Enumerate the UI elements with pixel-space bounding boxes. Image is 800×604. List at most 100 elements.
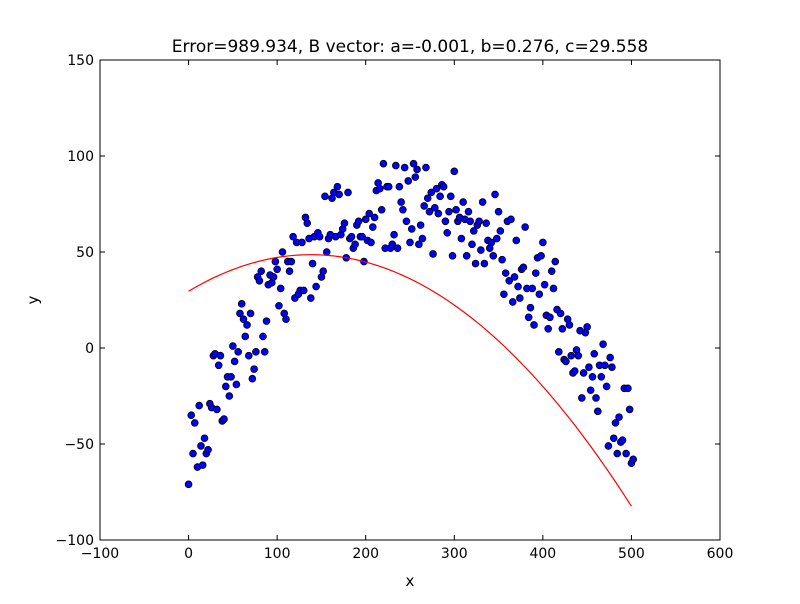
data-point <box>197 442 205 450</box>
data-point <box>275 301 283 310</box>
data-point <box>237 300 246 308</box>
data-point <box>487 238 496 247</box>
data-point <box>450 167 459 176</box>
data-point <box>420 202 428 210</box>
data-point <box>549 284 558 293</box>
data-point <box>457 234 466 243</box>
data-point <box>273 265 281 274</box>
data-point <box>492 234 501 243</box>
data-point <box>358 232 366 241</box>
data-point <box>418 234 427 243</box>
data-point <box>539 238 547 247</box>
data-point <box>611 419 620 427</box>
data-point <box>388 240 397 249</box>
data-point <box>344 188 352 197</box>
data-point <box>498 255 506 264</box>
data-point <box>367 238 375 247</box>
data-point <box>443 229 452 237</box>
data-point <box>406 238 414 247</box>
y-tick-label: 50 <box>76 245 94 261</box>
data-point <box>340 219 349 228</box>
data-point <box>312 282 320 291</box>
data-point <box>471 259 480 268</box>
data-point <box>524 313 533 322</box>
data-point <box>519 263 528 272</box>
data-point <box>441 217 450 226</box>
data-point <box>184 480 193 489</box>
data-point <box>597 372 606 381</box>
data-point <box>322 248 331 256</box>
data-point <box>245 351 253 360</box>
data-point <box>478 198 487 206</box>
data-point <box>556 309 565 318</box>
data-point <box>213 405 221 414</box>
data-point <box>229 342 237 350</box>
data-point <box>622 449 630 458</box>
data-point <box>227 372 235 381</box>
data-point <box>200 434 209 443</box>
x-axis-label: x <box>406 572 415 590</box>
data-point <box>246 309 255 318</box>
data-point <box>578 394 586 402</box>
data-point <box>361 215 370 224</box>
data-point <box>370 213 379 222</box>
plot-frame <box>99 59 721 541</box>
data-point <box>422 163 430 172</box>
data-point <box>466 217 475 226</box>
data-point <box>315 232 324 241</box>
data-point <box>480 259 489 268</box>
data-point <box>409 159 418 168</box>
x-tick-label: 100 <box>264 546 291 562</box>
data-point <box>445 207 453 216</box>
data-point <box>477 246 485 254</box>
data-point <box>411 173 420 181</box>
data-point <box>298 238 306 247</box>
data-point <box>496 227 505 235</box>
data-point <box>252 348 260 356</box>
data-point <box>220 415 228 423</box>
data-point <box>530 321 538 329</box>
x-tick-label: 500 <box>618 546 645 562</box>
ticks-layer: −100 0 100 200 300 400 500 600 −100 −50 0 50 100 150 <box>56 53 734 562</box>
data-point <box>225 392 234 400</box>
data-point <box>430 204 439 212</box>
y-tick-label: 150 <box>67 53 94 69</box>
data-point <box>216 351 225 360</box>
data-point <box>613 449 622 458</box>
data-point <box>221 382 230 391</box>
data-point <box>321 192 329 201</box>
data-point <box>558 324 567 333</box>
chart-title: Error=989.934, B vector: a=-0.001, b=0.2… <box>172 37 648 57</box>
data-point <box>601 361 609 370</box>
data-point <box>446 192 455 201</box>
data-point <box>303 219 312 228</box>
y-tick-label: −100 <box>56 533 94 549</box>
data-point <box>475 217 483 226</box>
data-point <box>271 257 280 266</box>
x-tick-label: 0 <box>184 546 193 562</box>
data-point <box>384 182 393 191</box>
x-tick-label: 400 <box>529 546 556 562</box>
data-point <box>204 445 212 454</box>
data-point <box>452 205 460 214</box>
data-point <box>459 198 467 206</box>
data-point <box>250 365 258 373</box>
points-layer <box>184 159 637 489</box>
data-point <box>395 182 404 191</box>
data-point <box>416 221 425 229</box>
data-point <box>390 230 398 239</box>
data-point <box>429 250 437 258</box>
data-point <box>588 372 597 381</box>
data-point <box>574 351 583 360</box>
data-point <box>234 348 242 356</box>
data-point <box>469 227 478 235</box>
data-point <box>593 407 602 416</box>
data-point <box>285 267 294 276</box>
x-tick-label: 300 <box>441 546 468 562</box>
data-point <box>439 182 448 191</box>
data-point <box>243 321 251 329</box>
data-point <box>276 284 285 293</box>
data-point <box>528 284 537 293</box>
